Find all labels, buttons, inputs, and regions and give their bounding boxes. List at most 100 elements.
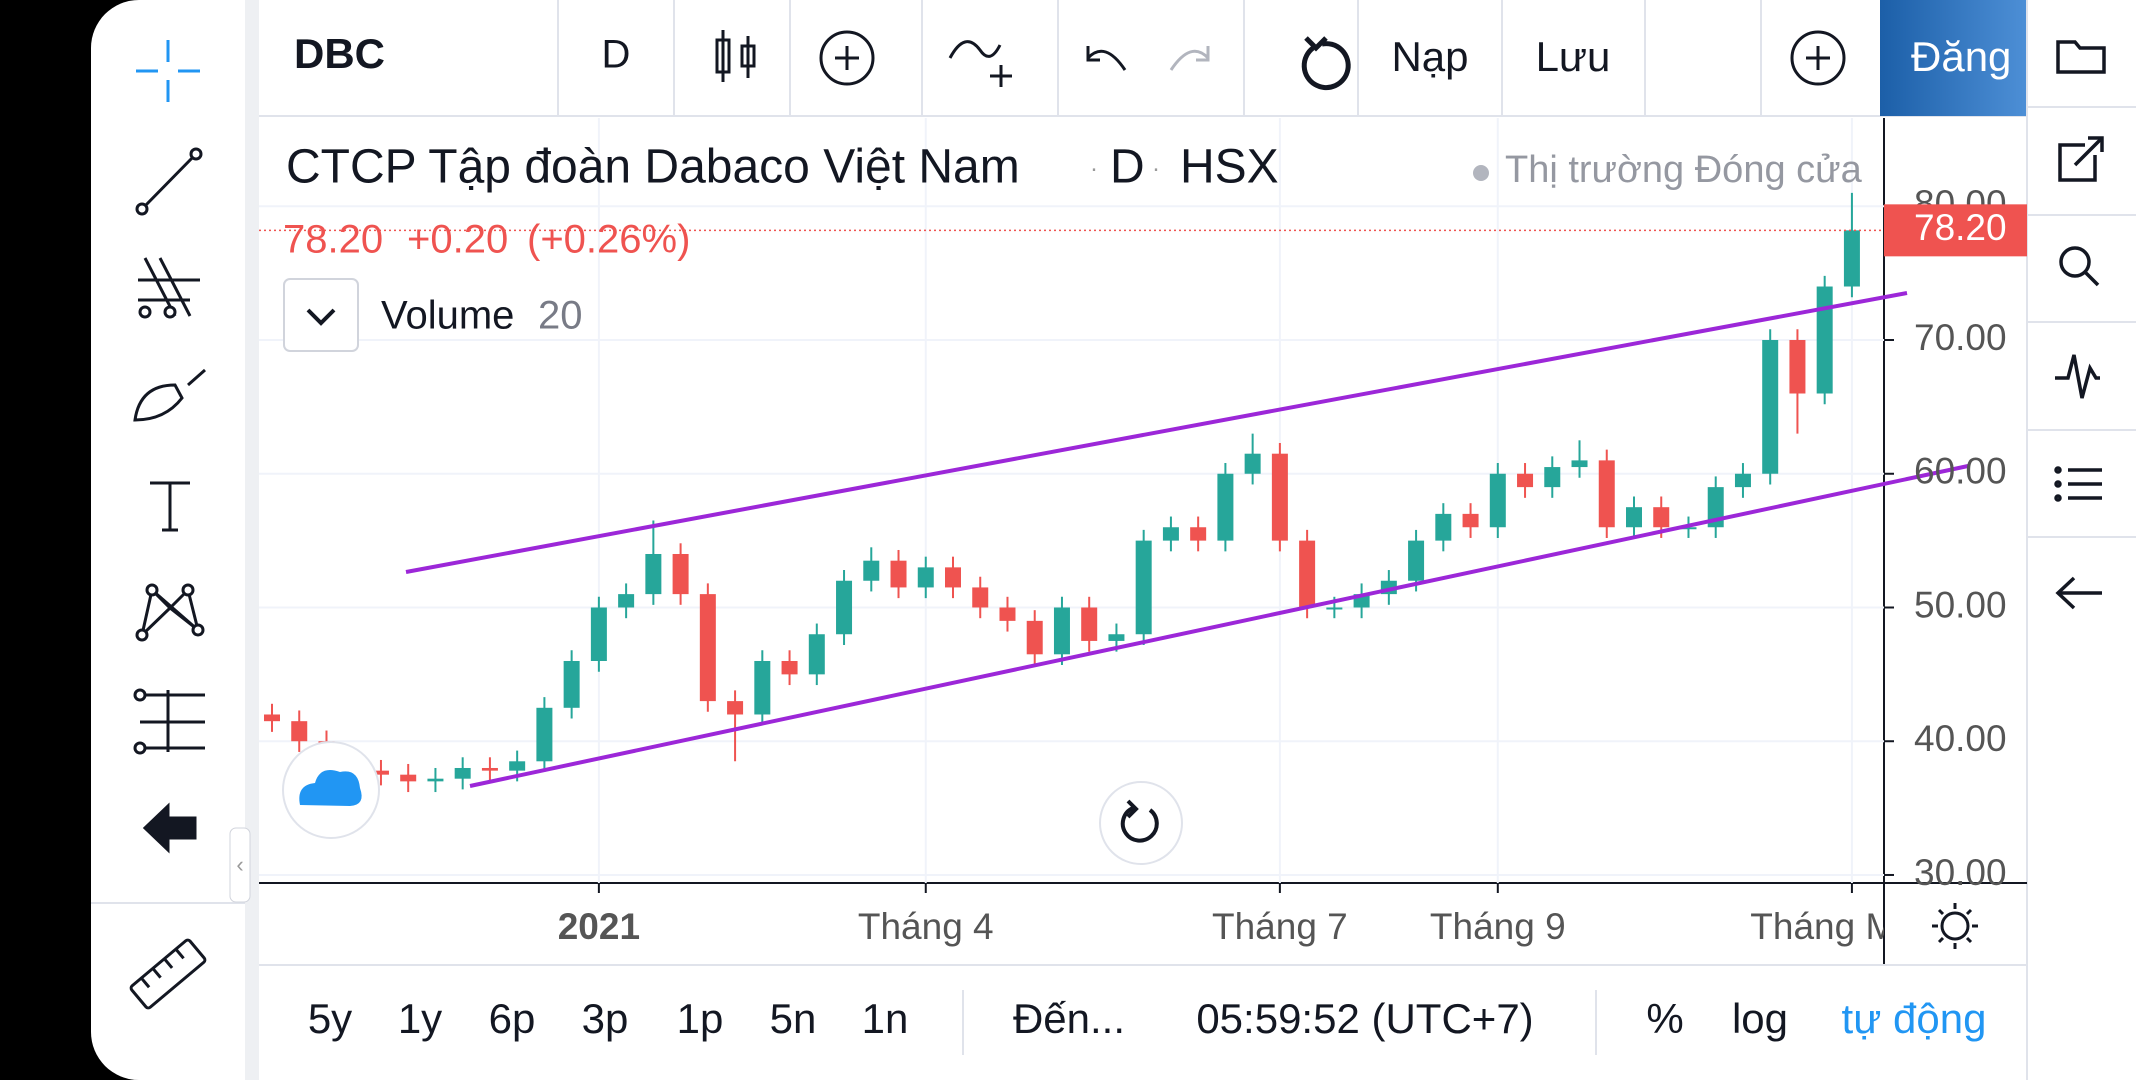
range-button[interactable]: 1n xyxy=(862,995,909,1042)
candle-body xyxy=(1462,513,1479,528)
trend-channel-upper[interactable] xyxy=(405,291,1908,574)
legend-exchange: HSX xyxy=(1180,141,1279,194)
candle-body xyxy=(1244,453,1261,474)
undo-button[interactable] xyxy=(1086,46,1127,71)
line-tool[interactable] xyxy=(135,147,203,216)
candle-body xyxy=(1081,607,1098,641)
search-icon[interactable] xyxy=(2059,246,2100,287)
chevron xyxy=(306,308,336,326)
x-tick-label: 2021 xyxy=(558,906,640,947)
legend-price: 78.20 xyxy=(283,218,383,262)
candle-body xyxy=(754,660,771,715)
x-tick-label: Tháng 9 xyxy=(1430,906,1566,947)
candle-body xyxy=(672,553,689,595)
range-buttons: 5y 1y 6p 3p 1p 5n 1n xyxy=(308,995,909,1042)
candle-body xyxy=(291,721,308,742)
last-price-label: 78.20 xyxy=(1914,207,2007,248)
list-icon[interactable] xyxy=(2054,466,2102,502)
range-button[interactable]: 3p xyxy=(582,995,629,1042)
candle-body xyxy=(1435,513,1452,541)
candle-body xyxy=(1680,527,1697,530)
folder-icon[interactable] xyxy=(2056,40,2106,74)
goto-date[interactable]: Đến... xyxy=(1013,995,1125,1042)
candle-body xyxy=(618,594,635,608)
last-price-box xyxy=(1884,204,2027,257)
ruler-tool[interactable] xyxy=(129,938,207,1010)
sign-in-label[interactable]: Đăng xyxy=(1911,33,2011,80)
candle-body xyxy=(890,560,907,588)
interval[interactable]: D xyxy=(602,33,631,77)
candle-body xyxy=(1271,453,1288,541)
range-button[interactable]: 5y xyxy=(308,995,352,1042)
range-button[interactable]: 6p xyxy=(489,995,536,1042)
collapse-tab[interactable] xyxy=(229,827,251,903)
x-tick-label: Tháng Mười xyxy=(1750,906,1953,947)
reset-button[interactable] xyxy=(1301,36,1351,91)
compare-button[interactable] xyxy=(819,30,875,86)
candle-body xyxy=(372,770,389,775)
collapse-icon: ‹ xyxy=(236,852,243,877)
log-toggle[interactable]: log xyxy=(1732,995,1788,1042)
reset-chart-arrow xyxy=(1126,799,1139,819)
share-icon[interactable] xyxy=(2058,136,2104,182)
range-button[interactable]: 1y xyxy=(398,995,442,1042)
candle-body xyxy=(1326,607,1343,610)
pulse-icon[interactable] xyxy=(2055,354,2100,399)
candle-body xyxy=(645,553,662,595)
auto-toggle[interactable]: tự động xyxy=(1842,995,1987,1042)
candle-body xyxy=(1053,607,1070,655)
candle-body xyxy=(1299,540,1316,608)
candle-body xyxy=(1626,507,1642,528)
candle-body xyxy=(1571,460,1588,468)
y-tick-label: 30.00 xyxy=(1914,852,2007,893)
candle-body xyxy=(917,567,934,588)
legend-name: CTCP Tập đoàn Dabaco Việt Nam xyxy=(286,141,1020,194)
add-button[interactable] xyxy=(1790,30,1846,86)
reset-chart-button[interactable] xyxy=(1099,781,1183,865)
candle-body xyxy=(536,707,553,762)
candle-body xyxy=(590,607,607,661)
y-tick-label: 70.00 xyxy=(1914,317,2007,358)
candle-body xyxy=(1598,460,1615,528)
sign-in-button[interactable] xyxy=(1880,0,2027,116)
fib-tool[interactable] xyxy=(138,257,200,319)
brush-tool[interactable] xyxy=(133,368,206,422)
candle-body xyxy=(400,774,417,782)
legend-dot: · xyxy=(1090,155,1098,182)
percent-toggle[interactable]: % xyxy=(1646,995,1683,1042)
text-tool[interactable] xyxy=(150,481,190,532)
candle-body xyxy=(1789,340,1806,394)
settings-gear[interactable] xyxy=(1932,903,1978,949)
right-toolbar xyxy=(2054,40,2106,610)
legend-toggle[interactable] xyxy=(283,278,359,352)
range-button[interactable]: 5n xyxy=(770,995,817,1042)
y-tick-label: 50.00 xyxy=(1914,584,2007,625)
hide-toolbar[interactable] xyxy=(142,802,197,854)
candle-body xyxy=(1544,467,1561,488)
measure-tool[interactable] xyxy=(133,688,205,755)
indicators-button[interactable] xyxy=(948,40,1012,87)
chart-type-button[interactable] xyxy=(715,30,756,82)
symbol[interactable]: DBC xyxy=(294,30,385,77)
trend-channel-lower[interactable] xyxy=(469,464,1969,788)
reset-chart-icon xyxy=(1120,806,1159,843)
back-icon[interactable] xyxy=(2055,576,2102,610)
candle-body xyxy=(509,761,526,771)
clock[interactable]: 05:59:52 (UTC+7) xyxy=(1196,995,1533,1042)
candle-body xyxy=(1217,473,1234,541)
range-button[interactable]: 1p xyxy=(677,995,724,1042)
load-button[interactable]: Nạp xyxy=(1391,33,1468,80)
crosshair-tool[interactable] xyxy=(136,40,200,102)
candle-body xyxy=(999,607,1016,621)
candle-body xyxy=(808,634,825,675)
right-separators xyxy=(2027,106,2136,538)
candle-body xyxy=(781,660,798,675)
save-button[interactable]: Lưu xyxy=(1536,33,1611,80)
legend-change-pct: (+0.26%) xyxy=(527,218,690,262)
candle-body xyxy=(264,714,280,722)
legend-dot: · xyxy=(1152,155,1160,182)
pattern-tool[interactable] xyxy=(135,583,205,642)
y-tick-label: 40.00 xyxy=(1914,718,2007,759)
